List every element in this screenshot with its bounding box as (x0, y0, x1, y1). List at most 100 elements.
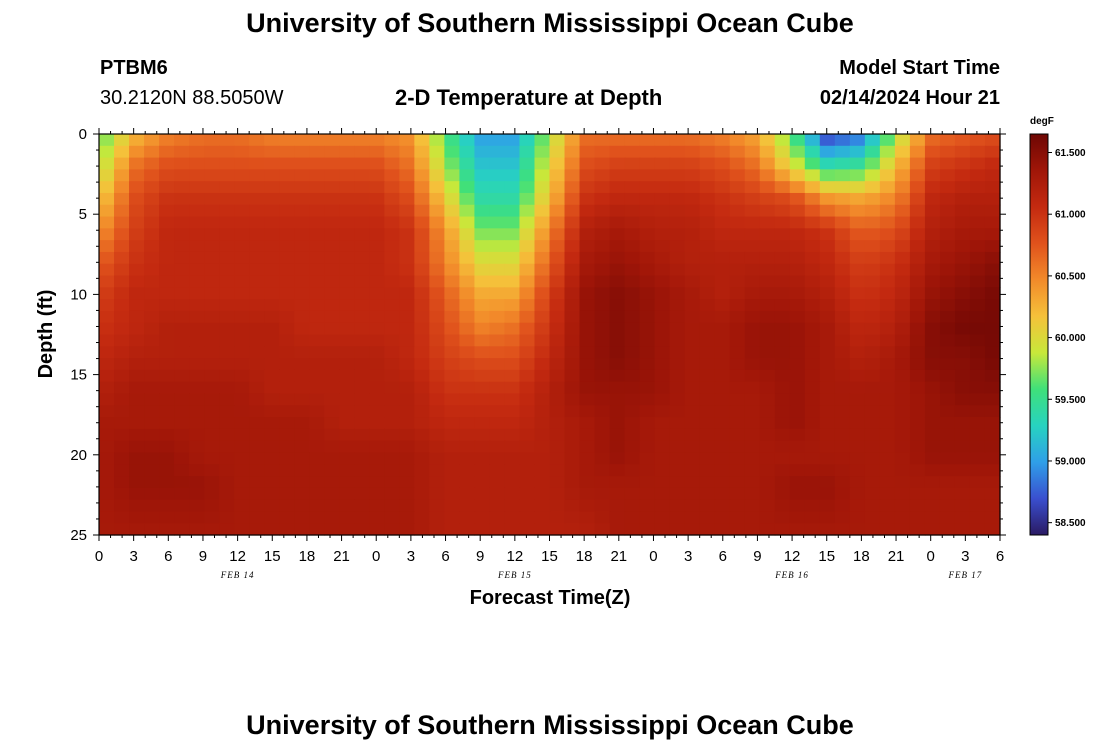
heatmap-cell (594, 476, 611, 489)
heatmap-cell (294, 369, 310, 383)
heatmap-cell (249, 346, 265, 359)
heatmap-cell (279, 157, 295, 170)
heatmap-cell (249, 428, 265, 442)
heatmap-cell (864, 381, 881, 395)
heatmap-cell (669, 369, 686, 383)
heatmap-cell (249, 216, 265, 229)
heatmap-cell (564, 487, 581, 501)
heatmap-cell (504, 499, 521, 513)
heatmap-cell (504, 511, 521, 524)
heatmap-cell (864, 417, 881, 430)
heatmap-cell (744, 369, 761, 383)
heatmap-cell (549, 358, 566, 371)
heatmap-cell (384, 192, 400, 206)
heatmap-cell (309, 157, 325, 170)
heatmap-cell (819, 440, 836, 454)
heatmap-cell (474, 334, 491, 347)
heatmap-cell (969, 134, 986, 147)
heatmap-cell (549, 499, 566, 513)
heatmap-cell (354, 511, 370, 524)
heatmap-cell (444, 240, 460, 253)
heatmap-cell (804, 440, 821, 454)
heatmap-cell (924, 358, 941, 371)
heatmap-cell (489, 476, 506, 489)
heatmap-cell (654, 452, 671, 465)
heatmap-cell (249, 417, 265, 430)
heatmap-cell (324, 263, 340, 277)
heatmap-cell (264, 452, 280, 465)
heatmap-cell (654, 346, 671, 359)
heatmap-cell (459, 358, 476, 371)
heatmap-cell (969, 464, 986, 477)
heatmap-cell (669, 499, 686, 513)
heatmap-cell (144, 145, 160, 159)
heatmap-cell (519, 358, 536, 371)
heatmap-cell (849, 346, 866, 359)
heatmap-cell (894, 169, 911, 182)
heatmap-cell (909, 464, 926, 477)
heatmap-cell (219, 299, 235, 312)
heatmap-cell (354, 381, 370, 395)
heatmap-cell (789, 511, 806, 524)
heatmap-cell (369, 393, 385, 406)
heatmap-cell (354, 157, 370, 170)
heatmap-cell (414, 240, 430, 253)
heatmap-cell (504, 169, 521, 182)
heatmap-cell (339, 157, 355, 170)
heatmap-cell (384, 523, 400, 536)
heatmap-cell (414, 464, 430, 477)
heatmap-cell (279, 169, 295, 182)
heatmap-cell (324, 204, 340, 218)
heatmap-cell (744, 228, 761, 241)
heatmap-cell (204, 310, 220, 324)
heatmap-cell (204, 134, 220, 147)
heatmap-cell (759, 169, 776, 182)
heatmap-cell (369, 204, 385, 218)
heatmap-cell (804, 369, 821, 383)
heatmap-cell (699, 263, 716, 277)
heatmap-cell (804, 216, 821, 229)
heatmap-cell (219, 499, 235, 513)
heatmap-cell (99, 417, 115, 430)
heatmap-cell (729, 263, 746, 277)
heatmap-cell (384, 228, 400, 241)
heatmap-cell (534, 334, 551, 347)
heatmap-cell (909, 322, 926, 336)
heatmap-cell (939, 381, 956, 395)
heatmap-cell (609, 417, 626, 430)
heatmap-cell (819, 511, 836, 524)
heatmap-cell (774, 216, 791, 229)
heatmap-cell (234, 181, 250, 194)
heatmap-cell (819, 157, 836, 170)
heatmap-cell (414, 358, 430, 371)
heatmap-cell (414, 393, 430, 406)
heatmap-cell (399, 381, 415, 395)
heatmap-cell (684, 381, 701, 395)
heatmap-cell (159, 393, 175, 406)
heatmap-cell (969, 275, 986, 288)
heatmap-cell (549, 169, 566, 182)
heatmap-cell (594, 299, 611, 312)
heatmap-cell (174, 169, 190, 182)
heatmap-cell (924, 499, 941, 513)
heatmap-cell (444, 204, 460, 218)
heatmap-cell (459, 157, 476, 170)
heatmap-cell (339, 322, 355, 336)
heatmap-cell (609, 204, 626, 218)
heatmap-cell (549, 464, 566, 477)
heatmap-cell (579, 334, 596, 347)
heatmap-cell (939, 499, 956, 513)
heatmap-cell (879, 157, 896, 170)
heatmap-cell (414, 322, 430, 336)
heatmap-cell (99, 381, 115, 395)
heatmap-cell (309, 263, 325, 277)
heatmap-cell (114, 428, 130, 442)
heatmap-cell (234, 511, 250, 524)
heatmap-cell (414, 428, 430, 442)
heatmap-cell (849, 381, 866, 395)
heatmap-cell (99, 134, 115, 147)
heatmap-cell (969, 358, 986, 371)
heatmap-cell (189, 358, 205, 371)
heatmap-cell (669, 287, 686, 300)
heatmap-cell (204, 263, 220, 277)
